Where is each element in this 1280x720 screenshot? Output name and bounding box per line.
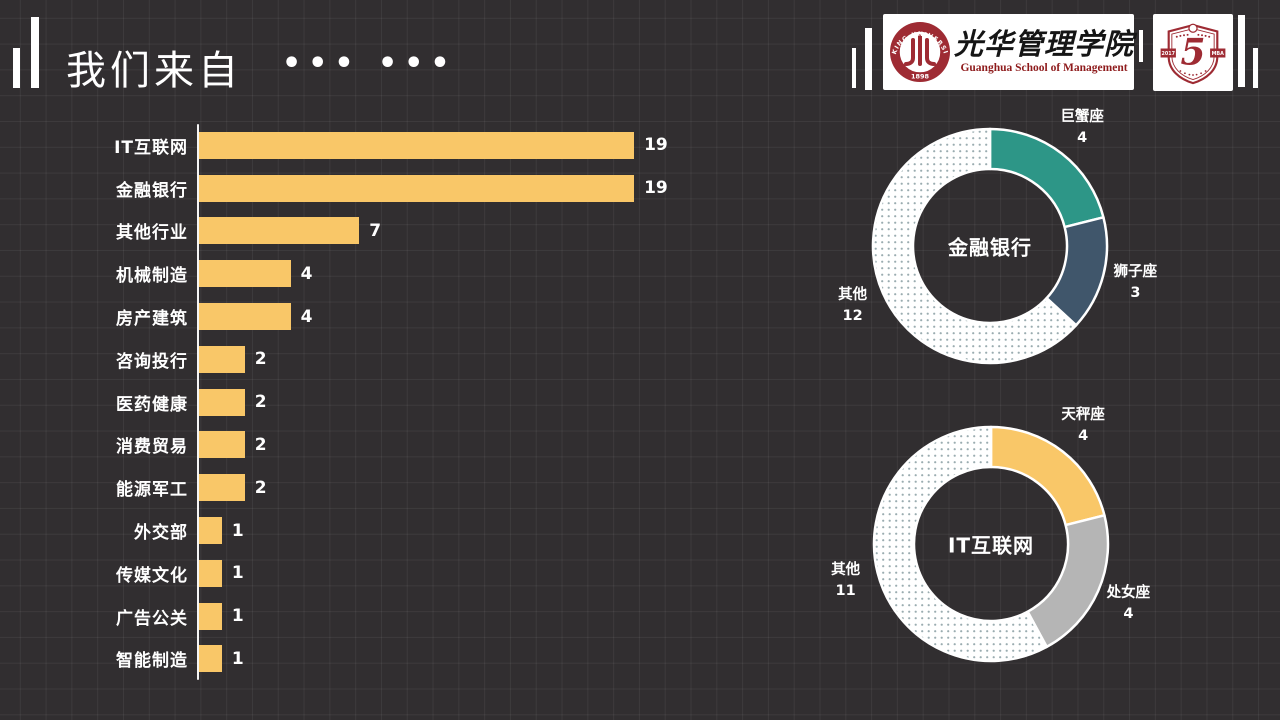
donut-slice [872, 425, 1048, 663]
bar-value-label: 2 [254, 349, 267, 370]
bar-row: 咨询投行 2 [60, 338, 760, 381]
logo-deco-bar-left-short [852, 48, 856, 88]
donut-slice-label: 其他 11 [831, 561, 861, 599]
donut-chart-finance: 巨蟹座 4 狮子座 3 其他 12 金融银行 [838, 96, 1157, 396]
school-name-cn: 光华管理学院 [954, 26, 1135, 61]
donut-slice-label: 处女座 4 [1106, 585, 1151, 623]
bar-value-label: 19 [644, 178, 668, 199]
donut-slice-label: 其他 12 [838, 287, 868, 325]
anniversary-badge: 2017 MBA 5 [1153, 14, 1233, 91]
svg-text:MBA: MBA [1212, 51, 1225, 57]
bar-category-label: 医药健康 [116, 394, 188, 415]
industry-bar-chart: IT互联网 19 金融银行 19 其他行业 7 机械制造 4 房产建筑 4 咨询投行 2 医药健康 2 消费… [60, 124, 760, 680]
bar-row: 能源军工 2 [60, 466, 760, 509]
bar [199, 388, 245, 416]
bar-category-label: 广告公关 [116, 608, 188, 629]
bar-row: IT互联网 19 [60, 124, 760, 167]
bar [199, 517, 222, 545]
bar-row: 传媒文化 1 [60, 552, 760, 595]
bar [199, 645, 222, 673]
bar-value-label: 1 [231, 563, 244, 584]
svg-text:2017: 2017 [1161, 51, 1175, 57]
svg-text:5: 5 [1180, 31, 1205, 73]
bar-value-label: 1 [231, 648, 244, 669]
bar-category-label: 传媒文化 [116, 565, 188, 586]
bar-value-label: 1 [231, 606, 244, 627]
logo-deco-bar-mid [1139, 30, 1143, 62]
donut-chart-it: 天秤座 4 处女座 4 其他 11 IT互联网 [831, 394, 1150, 694]
page-title: 我们来自 [66, 48, 242, 94]
bar-value-label: 2 [254, 392, 267, 413]
bar [199, 559, 222, 587]
bar [199, 260, 291, 288]
bar-chart-axis [197, 124, 199, 680]
bar-category-label: 机械制造 [116, 266, 188, 287]
school-logo: PEKING UNIVERSITY 1898 光华管理学院 Guanghua S… [883, 14, 1134, 90]
bar [199, 217, 360, 245]
bar-value-label: 1 [231, 520, 244, 541]
bar-row: 金融银行 19 [60, 167, 760, 210]
bar [199, 474, 245, 502]
bar-row: 医药健康 2 [60, 381, 760, 424]
donut-slice-label: 巨蟹座 4 [1060, 108, 1104, 146]
peking-university-seal-icon: PEKING UNIVERSITY 1898 [888, 20, 950, 82]
bar-value-label: 2 [254, 477, 267, 498]
bar-category-label: 消费贸易 [116, 437, 188, 458]
donut-slice [1026, 514, 1110, 649]
donut-slice-label: 狮子座 3 [1113, 263, 1158, 301]
bar-category-label: 智能制造 [116, 651, 188, 672]
bar [199, 431, 245, 459]
bar-category-label: 外交部 [134, 523, 188, 544]
bar [199, 602, 222, 630]
donut-center-label: IT互联网 [947, 533, 1035, 558]
anniversary-badge-icon: 2017 MBA 5 [1160, 23, 1226, 84]
donut-slice-label: 天秤座 4 [1061, 406, 1105, 444]
bar-category-label: 能源军工 [116, 480, 188, 501]
bar [199, 174, 635, 202]
bar-row: 机械制造 4 [60, 252, 760, 295]
bar-category-label: 其他行业 [116, 223, 188, 244]
donut-center-label: 金融银行 [948, 235, 1032, 260]
bar-value-label: 4 [300, 263, 313, 284]
bar-row: 外交部 1 [60, 509, 760, 552]
bar-value-label: 19 [644, 135, 668, 156]
bar-row: 智能制造 1 [60, 638, 760, 681]
school-name-en: Guanghua School of Management [960, 61, 1128, 74]
bar-row: 其他行业 7 [60, 210, 760, 253]
bar-row: 房产建筑 4 [60, 295, 760, 338]
bar-category-label: IT互联网 [114, 137, 188, 158]
bar [199, 303, 291, 331]
title-deco-bar-short [13, 48, 20, 88]
donut-svg [872, 425, 1110, 663]
bar-value-label: 2 [254, 434, 267, 455]
logo-deco-bar-right-short [1253, 48, 1258, 88]
bar-category-label: 房产建筑 [116, 309, 188, 330]
bar-row: 广告公关 1 [60, 595, 760, 638]
logo-deco-bar-right-tall [1238, 15, 1245, 87]
title-dots: ••• ••• [282, 46, 457, 81]
bar [199, 131, 635, 159]
bar-row: 消费贸易 2 [60, 424, 760, 467]
title-deco-bar-tall [31, 17, 39, 88]
donut-svg [871, 127, 1109, 365]
svg-text:1898: 1898 [911, 73, 930, 81]
logo-deco-bar-left-tall [865, 28, 872, 90]
bar [199, 345, 245, 373]
bar-value-label: 4 [300, 306, 313, 327]
bar-value-label: 7 [369, 220, 382, 241]
bar-category-label: 咨询投行 [116, 351, 188, 372]
donut-slice [871, 127, 1078, 365]
bar-category-label: 金融银行 [116, 180, 188, 201]
